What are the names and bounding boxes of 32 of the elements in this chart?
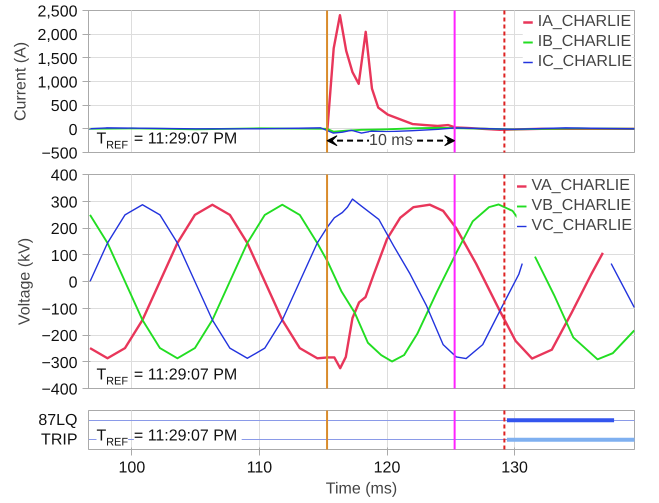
legend-label: IB_CHARLIE xyxy=(538,32,632,52)
x-tick-label: 130 xyxy=(501,460,528,476)
y-tick-label: 2,000 xyxy=(37,27,78,44)
y-tick-label: 1,000 xyxy=(37,74,78,92)
y-tick-label: 0 xyxy=(68,274,78,292)
y-tick-label: 87LQ xyxy=(38,412,78,429)
x-tick-label: 100 xyxy=(118,460,146,476)
y-tick-label: −200 xyxy=(41,328,78,345)
y-tick-label: −300 xyxy=(41,354,78,372)
x-axis-title: Time (ms) xyxy=(326,480,398,498)
y-tick-label: −500 xyxy=(41,146,78,162)
y-tick-label: −100 xyxy=(41,301,78,318)
y-tick-label: 1,500 xyxy=(37,50,78,68)
x-tick-label: 110 xyxy=(246,460,272,476)
y-tick-label: 0 xyxy=(68,122,78,139)
y-tick-label: 300 xyxy=(50,194,78,212)
y-tick-label: 400 xyxy=(50,168,78,184)
x-tick-label: 120 xyxy=(374,460,400,476)
y-tick-label: 2,500 xyxy=(37,4,78,20)
legend-label: IA_CHARLIE xyxy=(538,12,632,32)
legend-label: VA_CHARLIE xyxy=(532,176,630,196)
y-axis-title: Voltage (kV) xyxy=(16,238,34,326)
legend-label: IC_CHARLIE xyxy=(538,52,632,72)
y-axis-title: Current (A) xyxy=(12,42,30,122)
y-tick-label: −400 xyxy=(41,382,78,398)
y-tick-label: TRIP xyxy=(41,431,78,448)
legend-label: VB_CHARLIE xyxy=(532,196,632,216)
y-tick-label: 200 xyxy=(50,221,78,238)
legend-label: VC_CHARLIE xyxy=(532,216,632,236)
y-tick-label: 500 xyxy=(50,98,78,116)
annotation: 10 ms xyxy=(369,132,413,150)
y-tick-label: 100 xyxy=(50,248,78,265)
